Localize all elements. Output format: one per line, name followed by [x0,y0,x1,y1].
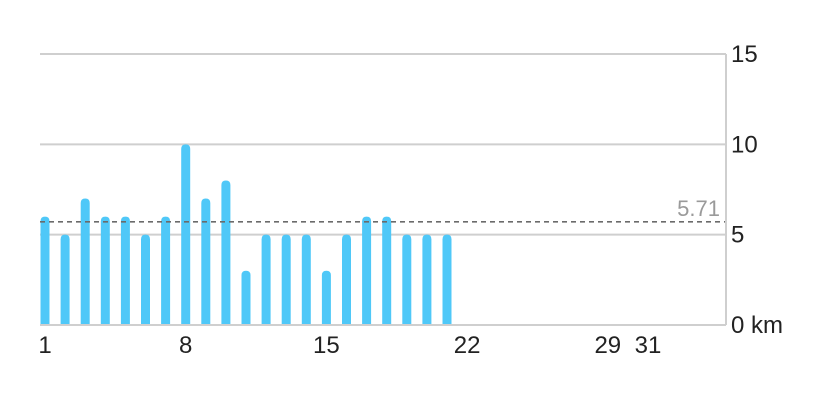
x-tick-label-29: 29 [594,332,621,359]
bar-day-17 [362,216,372,325]
bar-day-19 [402,234,412,325]
bar-day-5 [120,216,130,325]
bars-layer [40,144,452,325]
y-tick-label-15: 15 [731,41,758,68]
bar-day-1 [40,216,50,325]
grid-layer [40,53,726,236]
bar-day-16 [342,234,351,325]
bar-day-14 [301,234,311,325]
bar-day-18 [382,216,392,325]
bar-day-15 [321,270,331,325]
bar-day-9 [201,198,211,325]
bar-day-3 [80,198,90,325]
bar-day-4 [100,216,110,325]
bar-day-2 [60,234,70,325]
bar-day-21 [442,234,452,325]
x-tick-label-31: 31 [635,332,662,359]
bar-day-7 [161,216,171,325]
labels-layer: 0 km 5 10 15 1 8 15 22 29 31 [38,41,783,359]
bar-day-11 [241,270,251,325]
bar-day-10 [221,180,231,325]
x-tick-label-22: 22 [454,332,481,359]
bar-day-6 [141,234,150,325]
bar-day-8 [181,144,191,325]
axes-layer [40,54,727,326]
bar-day-13 [281,234,291,325]
average-layer: 5.71 [40,196,726,223]
average-label: 5.71 [677,196,720,221]
x-tick-label-15: 15 [313,332,340,359]
x-tick-label-8: 8 [179,332,192,359]
x-tick-label-1: 1 [38,332,51,359]
y-tick-label-0: 0 km [731,312,783,339]
bar-day-12 [261,234,271,325]
y-tick-label-10: 10 [731,131,758,158]
y-tick-label-5: 5 [731,222,744,249]
bar-day-20 [422,234,432,325]
